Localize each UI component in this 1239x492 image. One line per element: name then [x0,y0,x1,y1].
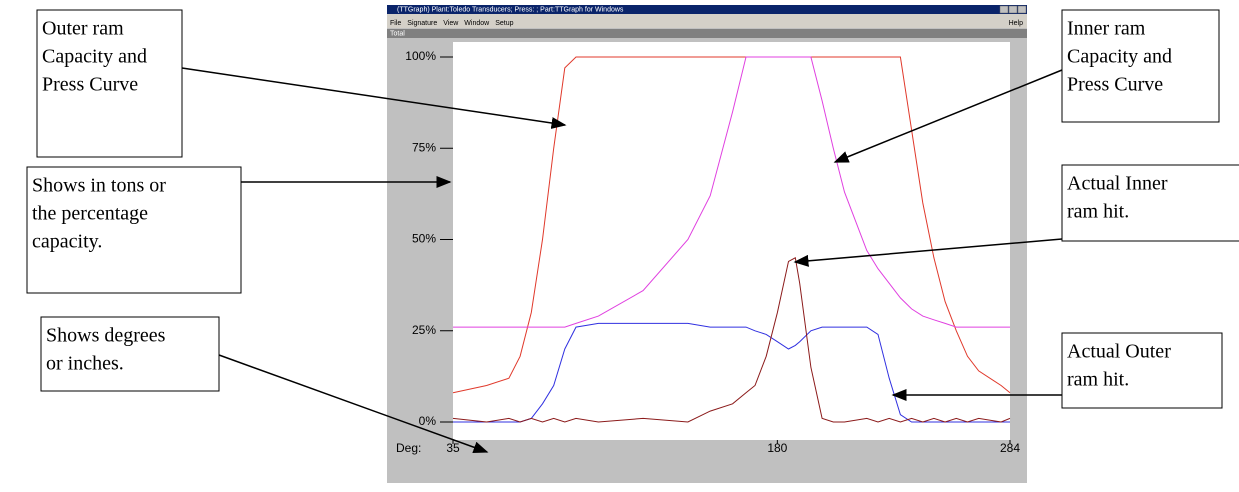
x-axis-label: Deg: [396,441,421,455]
y-tick-label: 50% [412,232,436,246]
close-button[interactable] [1017,5,1027,14]
x-tick-label: 35 [446,441,460,455]
callout-text: or inches. [46,353,124,375]
callout-text: capacity. [32,231,102,253]
maximize-button[interactable] [1008,5,1018,14]
menu-item[interactable]: View [443,20,459,27]
callout-arrow [833,69,1063,163]
subwindow-title-bar [387,29,1027,38]
callout-text: Shows degrees [46,325,166,347]
x-tick-label: 180 [767,441,787,455]
callout-text: Capacity and [42,46,147,68]
callout-box [36,9,183,158]
callout-text: Inner ram [1067,18,1146,40]
menu-item[interactable]: Setup [495,20,513,27]
menu-item[interactable]: File [390,20,401,27]
menu-item[interactable]: Signature [407,20,437,27]
callout-text: ram hit. [1067,369,1129,391]
callout-text: Actual Inner [1067,173,1168,195]
series-line [453,322,1010,423]
callout-arrow [793,238,1063,267]
title-bar [387,5,1027,14]
menu-item[interactable]: Help [1009,20,1024,27]
x-tick-label: 284 [1000,441,1020,455]
callout-text: ram hit. [1067,201,1129,223]
plot-area [453,42,1010,440]
callout-box [26,166,242,294]
callout-text: Outer ram [42,18,124,40]
y-tick-label: 75% [412,140,436,154]
callout-text: Capacity and [1067,46,1172,68]
menu-bar [387,14,1027,28]
series-line [453,56,1010,328]
callout-arrow [218,354,489,454]
y-tick-label: 100% [405,49,436,63]
menu-item[interactable]: Window [464,20,490,27]
window-title: (TTGraph) Plant:Toledo Transducers; Pres… [397,6,624,13]
callout-arrow [181,67,567,129]
callout-text: Shows in tons or [32,175,166,197]
callout-box [1061,332,1223,409]
minimize-button[interactable] [999,5,1009,14]
callout-text: Press Curve [42,74,138,96]
series-line [452,257,1011,423]
callout-text: Actual Outer [1067,341,1171,363]
y-tick-label: 0% [419,414,437,428]
y-tick-label: 25% [412,323,436,337]
callout-text: the percentage [32,203,148,225]
callout-box [40,316,220,392]
callout-box [1061,164,1239,242]
subwindow-title: Total [390,30,405,37]
callout-text: Press Curve [1067,74,1163,96]
callout-box [1061,9,1220,123]
